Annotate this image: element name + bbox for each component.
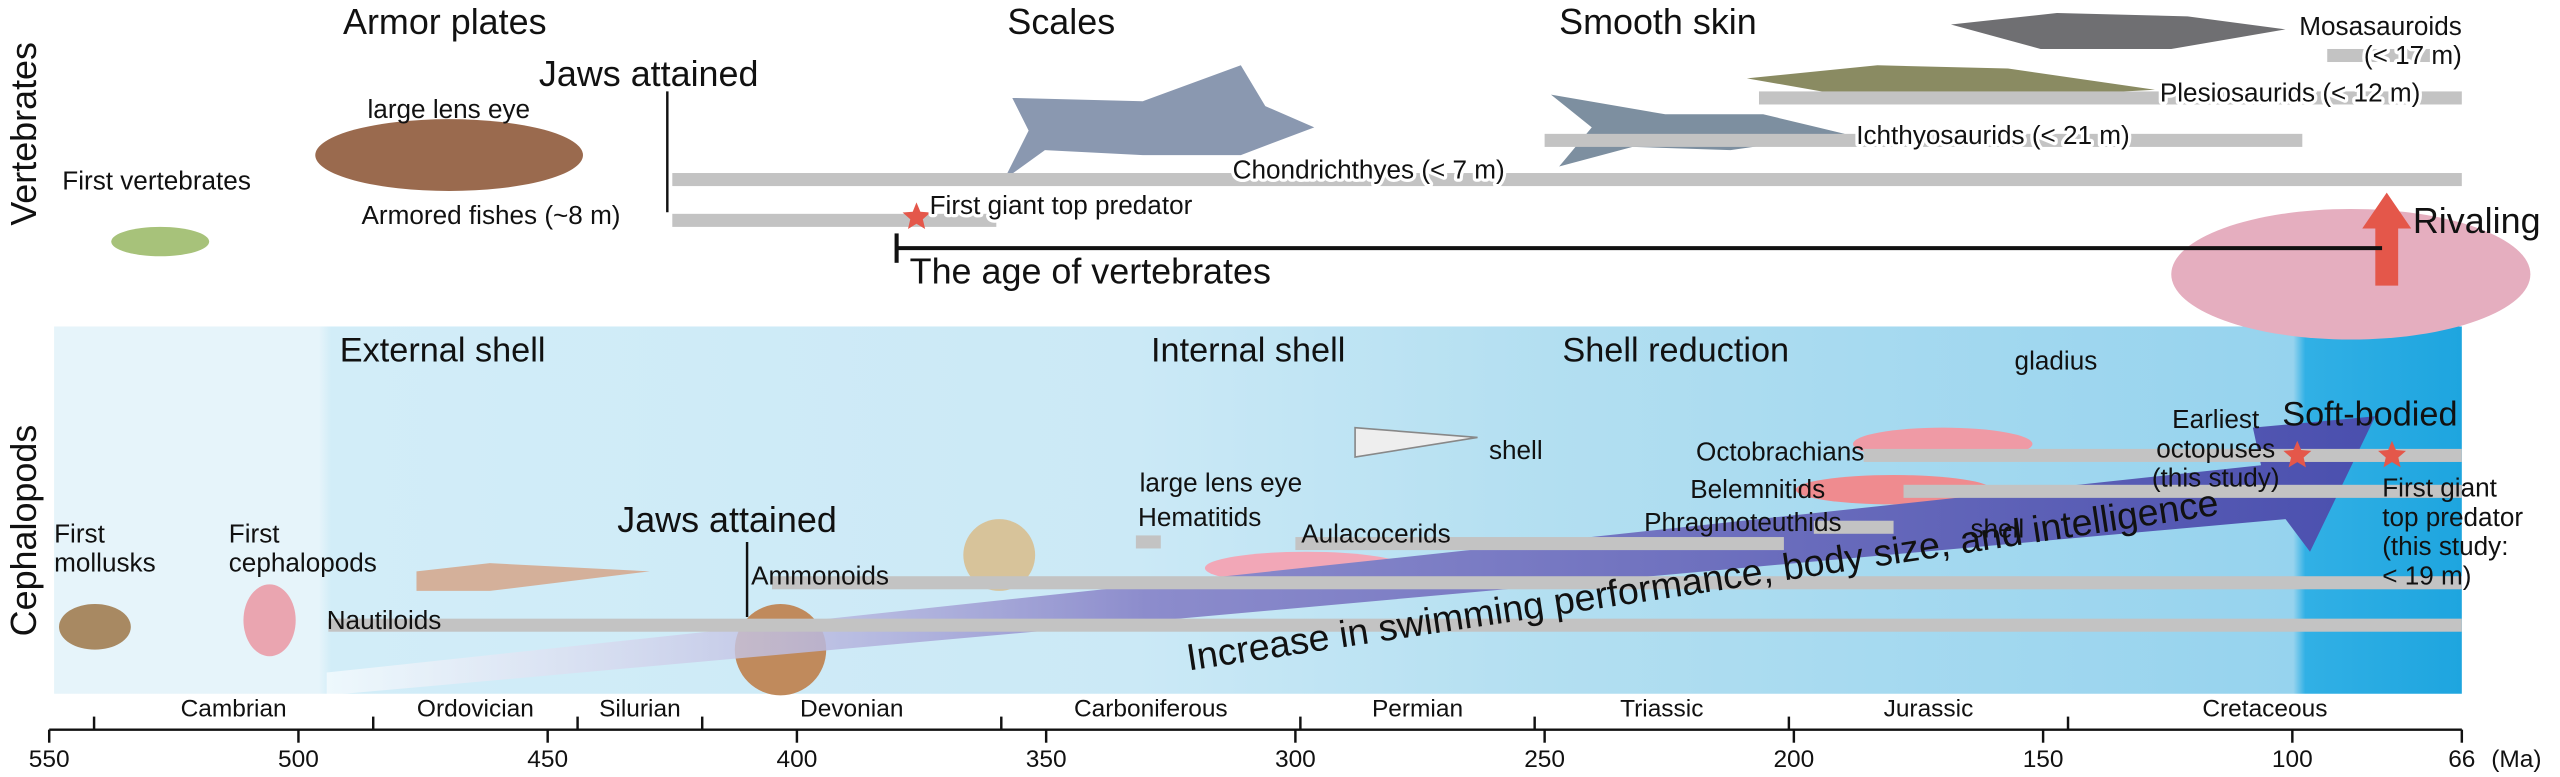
range-bar xyxy=(1863,448,2462,462)
first-cephalopod-illustration xyxy=(243,584,296,657)
range-bar xyxy=(1903,484,2462,498)
axis-unit: (Ma) xyxy=(2491,746,2541,773)
lineage-label: Ammonoids xyxy=(751,561,889,591)
range-bar xyxy=(771,576,2462,590)
period-label: Triassic xyxy=(1620,696,1703,723)
label: large lens eye xyxy=(368,94,531,124)
heading: Soft-bodied xyxy=(2282,395,2457,433)
label: First cephalopods xyxy=(229,518,377,577)
ichthyosaur-illustration xyxy=(1550,94,1845,167)
label: First mollusks xyxy=(54,518,156,577)
lineage-label-line: Mosasauroids xyxy=(2299,11,2462,41)
shell-illustration xyxy=(1354,426,1478,459)
heading: Internal shell xyxy=(1151,332,1345,370)
star-marker xyxy=(2283,440,2312,468)
mosasaur-illustration xyxy=(1950,13,2286,49)
lineage-label-line: (< 17 m) xyxy=(2364,40,2462,70)
label: shell xyxy=(1489,435,1543,465)
range-bar xyxy=(2327,48,2462,63)
label-line: octopuses xyxy=(2156,433,2275,463)
lineage-label: Hematitids xyxy=(1138,502,1261,532)
tick-label: 66 xyxy=(2448,746,2475,773)
tick-label: 100 xyxy=(2272,746,2313,773)
label: First giant top predator (this study: < 19 … xyxy=(2382,473,2523,591)
label: First vertebrates xyxy=(62,166,251,196)
lineage-label: Ichthyosaurids (< 21 m) xyxy=(1856,120,2130,150)
range-bar xyxy=(1135,535,1161,549)
period-label: Cretaceous xyxy=(2202,696,2327,723)
lineage-label: Octobrachians xyxy=(1696,437,1864,467)
lineage-label: Plesiosaurids (< 12 m) xyxy=(2160,78,2420,108)
tick-label: 550 xyxy=(29,746,70,773)
label: Earliest octopuses (this study) xyxy=(2152,404,2280,493)
range-bar xyxy=(328,618,2462,632)
range-bar xyxy=(672,173,2462,187)
tick-label: 300 xyxy=(1275,746,1316,773)
tick-label: 350 xyxy=(1026,746,1067,773)
label: Rivaling xyxy=(2413,200,2541,241)
lineage-label: Nautiloids xyxy=(327,605,442,635)
lineage-label: Armored fishes (~8 m) xyxy=(362,200,621,230)
label: large lens eye xyxy=(1140,468,1303,498)
jaws-label: Jaws attained xyxy=(539,53,759,94)
heading: Shell reduction xyxy=(1562,332,1789,370)
tick-label: 250 xyxy=(1524,746,1565,773)
label-line: Earliest xyxy=(2172,404,2260,434)
label: First giant top predator xyxy=(930,190,1193,220)
period-label: Ordovician xyxy=(417,696,534,723)
label-line: mollusks xyxy=(54,548,156,578)
octopus-illustration xyxy=(2171,208,2531,340)
range-bar xyxy=(1813,520,1894,534)
label-line: (this study) xyxy=(2152,463,2280,493)
tick-label: 450 xyxy=(527,746,568,773)
ammonite-illustration xyxy=(963,519,1036,591)
lineage-label: Belemnitids xyxy=(1690,474,1825,504)
heading: Smooth skin xyxy=(1559,1,1757,42)
first-mollusk-illustration xyxy=(59,603,131,650)
jaws-label: Jaws attained xyxy=(617,499,837,540)
nautiloid-illustration xyxy=(416,563,650,591)
star-marker xyxy=(2378,440,2406,468)
label: gladius xyxy=(2015,345,2098,375)
shark-illustration xyxy=(1004,65,1315,180)
label-line: First giant xyxy=(2382,473,2497,503)
section-label: Vertebrates xyxy=(3,42,44,226)
first-vertebrate-illustration xyxy=(111,226,210,257)
heading: External shell xyxy=(340,332,546,370)
lineage-label: Aulacocerids xyxy=(1301,518,1450,548)
heading: Scales xyxy=(1007,1,1115,42)
range-bar xyxy=(1758,91,2462,105)
range-bar xyxy=(1544,133,2303,147)
label: shell xyxy=(1970,513,2024,543)
lineage-label: Phragmoteuthids xyxy=(1644,507,1841,537)
tick-label: 400 xyxy=(777,746,818,773)
star-marker xyxy=(902,202,931,230)
label-line: < 19 m) xyxy=(2382,560,2471,590)
rivaling-arrow xyxy=(2362,192,2412,286)
label-line: First xyxy=(54,518,105,548)
tick-label: 200 xyxy=(1773,746,1814,773)
label-line: top predator xyxy=(2382,502,2523,532)
age-label: The age of vertebrates xyxy=(910,251,1271,292)
armored-fish-illustration xyxy=(315,119,583,191)
tick-label: 150 xyxy=(2023,746,2064,773)
period-label: Carboniferous xyxy=(1074,696,1228,723)
period-label: Cambrian xyxy=(181,696,287,723)
section-label: Cephalopods xyxy=(3,425,44,637)
lineage-label: Mosasauroids (< 17 m) xyxy=(2299,11,2462,70)
label-line: First xyxy=(229,518,280,548)
range-bar xyxy=(1295,537,1784,551)
period-label: Jurassic xyxy=(1884,696,1974,723)
heading: Armor plates xyxy=(343,1,547,42)
tick-label: 500 xyxy=(278,746,319,773)
lineage-label: Chondrichthyes (< 7 m) xyxy=(1233,154,1505,184)
period-label: Permian xyxy=(1372,696,1463,723)
label-line: cephalopods xyxy=(229,548,377,578)
label-line: (this study: xyxy=(2382,531,2508,561)
period-label: Silurian xyxy=(599,696,681,723)
period-label: Devonian xyxy=(800,696,903,723)
